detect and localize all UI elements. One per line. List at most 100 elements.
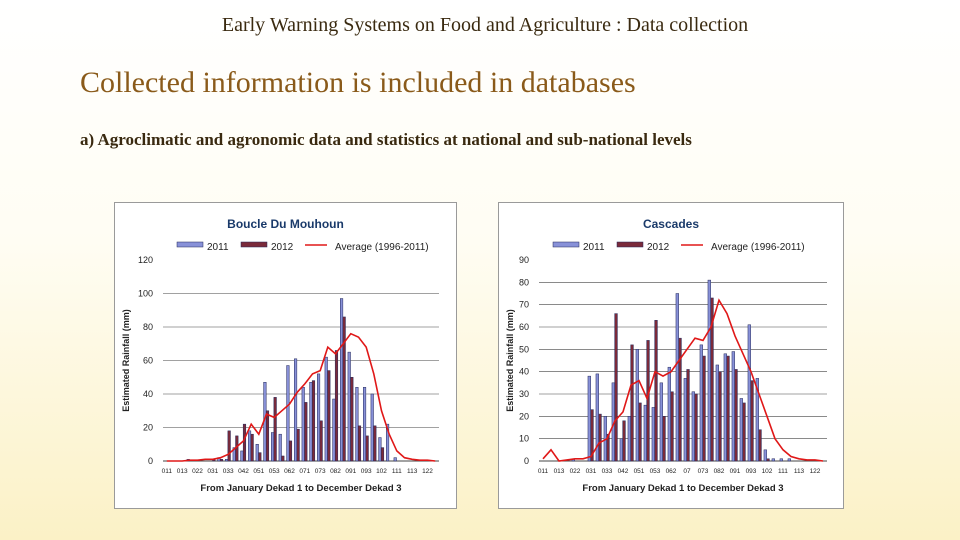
- bar-2011-083: [340, 298, 344, 462]
- x-tick-label: 122: [422, 468, 433, 475]
- chart-title: Boucle Du Mouhoun: [227, 217, 344, 231]
- x-tick-label: 011: [538, 468, 549, 475]
- legend-label: 2012: [271, 242, 294, 253]
- bar-2011-101: [370, 393, 374, 462]
- bar-2011-051: [255, 444, 259, 462]
- bar-2011-062: [286, 365, 290, 462]
- bar-2011-043: [627, 416, 631, 462]
- slide-title: Collected information is included in dat…: [80, 66, 636, 99]
- y-tick-label: 20: [143, 423, 153, 433]
- y-tick-label: 90: [519, 255, 529, 265]
- bar-2011-073: [317, 373, 321, 462]
- y-tick-label: 120: [138, 255, 153, 265]
- y-tick-label: 80: [143, 322, 153, 332]
- bar-2011-092: [739, 398, 743, 462]
- bar-2012-081: [327, 370, 331, 462]
- bar-2012-071: [686, 369, 690, 462]
- legend-label: 2012: [647, 242, 670, 253]
- bar-2012-043: [250, 433, 254, 462]
- x-tick-label: 013: [177, 468, 188, 475]
- bar-2012-073: [702, 355, 706, 462]
- x-tick-label: 082: [330, 468, 341, 475]
- y-tick-label: 0: [524, 456, 529, 466]
- bar-2012-052: [265, 410, 270, 462]
- bar-2012-033: [606, 433, 610, 462]
- chart-boucle-du-mouhoun: Boucle Du Mouhoun 0 20 40 60 80 100 120 Estimate…: [114, 202, 457, 509]
- bar-2011-093: [747, 324, 751, 462]
- slide-subtitle: a) Agroclimatic and agronomic data and s…: [80, 130, 692, 149]
- bar-2012-041: [614, 313, 618, 462]
- bar-2012-072: [311, 380, 316, 462]
- y-tick-label: 50: [519, 344, 529, 354]
- bar-2012-052: [646, 340, 650, 462]
- x-tick-label: 033: [223, 468, 234, 475]
- bar-2012-102: [766, 458, 770, 462]
- bar-2012-093: [750, 380, 754, 462]
- bar-2011-102: [763, 449, 767, 462]
- legend-swatch: [240, 241, 268, 248]
- bar-2012-043: [630, 344, 634, 462]
- bar-2011-112: [787, 458, 791, 462]
- x-tick-label: 111: [778, 468, 788, 475]
- bar-2011-091: [347, 351, 351, 462]
- x-tick-label: 093: [746, 468, 757, 475]
- x-tick-label: 102: [376, 468, 387, 475]
- y-tick-label: 40: [143, 389, 153, 399]
- legend-swatch: [176, 241, 204, 248]
- bar-2011-082: [715, 364, 719, 462]
- bar-2012-051: [258, 452, 262, 462]
- x-tick-label: 013: [554, 468, 565, 475]
- chart-title: Cascades: [643, 217, 699, 231]
- y-tick-label: 60: [143, 356, 153, 366]
- x-tick-label: 051: [634, 468, 645, 475]
- x-tick-label: 031: [207, 468, 218, 475]
- bar-2011-061: [278, 433, 282, 462]
- x-tick-label: 031: [586, 468, 597, 475]
- bar-2011-052: [643, 404, 647, 462]
- bar-2011-071: [301, 387, 305, 462]
- legend-swatch: [552, 241, 580, 248]
- bar-2011-042: [240, 450, 244, 462]
- bar-2012-032: [219, 459, 224, 462]
- bar-2012-071: [304, 402, 308, 462]
- bar-2011-031: [587, 375, 591, 462]
- bar-2012-083: [342, 316, 346, 462]
- bar-2011-093: [363, 387, 367, 462]
- legend-label: 2011: [583, 242, 605, 253]
- bar-2012-042: [242, 423, 247, 462]
- chart-svg-boucle-du-mouhoun: Boucle Du Mouhoun 0 20 40 60 80 100 120 Estimate…: [121, 217, 439, 494]
- bar-2012-081: [710, 297, 714, 462]
- bar-2011-073: [699, 344, 703, 462]
- x-tick-label: 102: [762, 468, 773, 475]
- bar-2012-073: [319, 420, 323, 462]
- x-tick-label: 073: [315, 468, 326, 475]
- y-tick-label: 80: [519, 277, 529, 287]
- bar-2012-031: [590, 409, 594, 462]
- bar-2012-101: [758, 429, 762, 462]
- x-tick-label: 113: [407, 468, 418, 475]
- bar-2012-062: [288, 440, 293, 462]
- bar-2012-032: [598, 413, 602, 462]
- bar-2011-053: [271, 432, 275, 462]
- bar-2011-061: [659, 382, 663, 462]
- legend-label: 2011: [207, 242, 229, 253]
- bar-2011-071: [683, 378, 687, 462]
- x-axis-label: From January Dekad 1 to December Dekad 3: [582, 483, 783, 494]
- bar-2012-061: [281, 455, 285, 462]
- x-tick-label: 073: [698, 468, 709, 475]
- x-tick-label: 022: [570, 468, 581, 475]
- bar-2011-081: [324, 356, 328, 462]
- bar-2011-053: [651, 407, 655, 462]
- bar-2011-083: [723, 353, 727, 462]
- chart-svg-cascades: Cascades 0 10 20 30 40 50 60 70 80 90 Estimated Rai…: [505, 217, 827, 494]
- y-tick-label: 20: [519, 411, 529, 421]
- bar-2011-043: [248, 430, 252, 462]
- bar-2012-091: [734, 369, 738, 462]
- bar-2011-103: [386, 423, 390, 462]
- bar-2011-033: [225, 459, 229, 462]
- bar-2011-102: [378, 437, 382, 462]
- slide-header: Early Warning Systems on Food and Agricu…: [221, 14, 749, 36]
- bar-2012-042: [622, 420, 626, 462]
- bar-2012-101: [373, 425, 377, 462]
- x-tick-label: 062: [666, 468, 677, 475]
